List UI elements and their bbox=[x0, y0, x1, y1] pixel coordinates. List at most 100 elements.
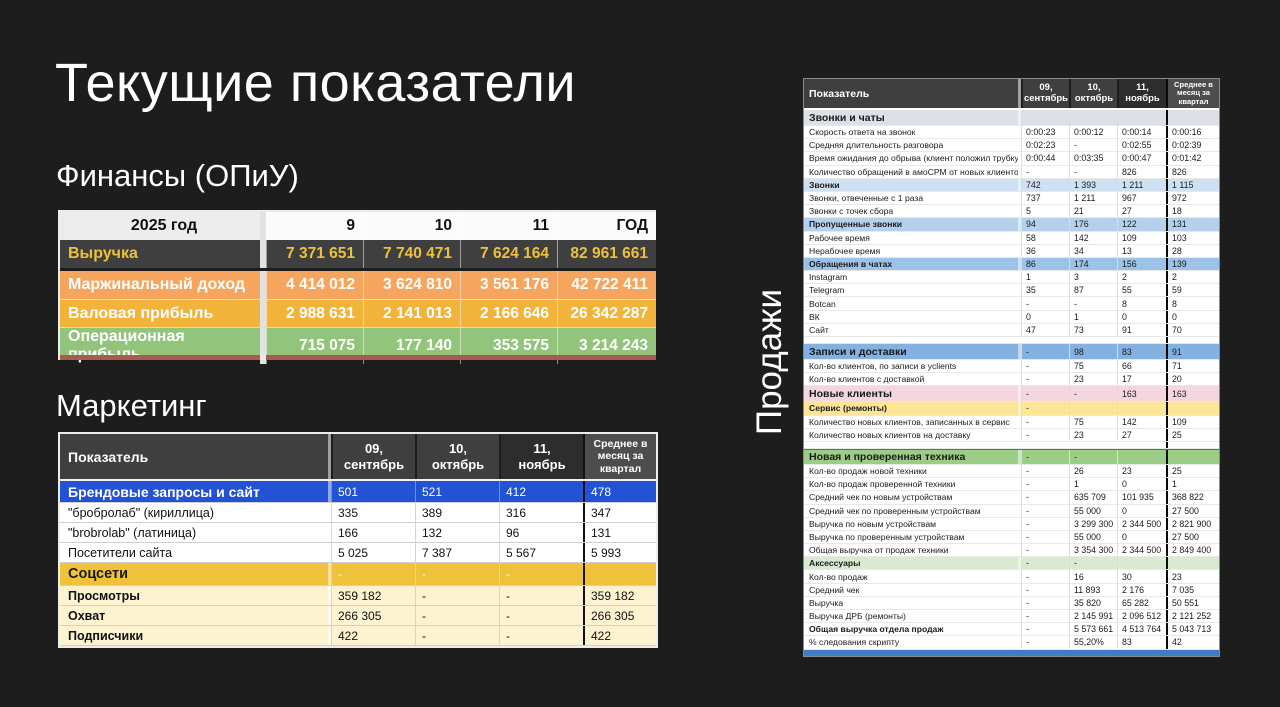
cell: 412 bbox=[499, 481, 583, 502]
row-label: Новые клиенты bbox=[809, 387, 892, 400]
cell: - bbox=[415, 563, 499, 585]
cell: 266 305 bbox=[331, 606, 415, 625]
row-label: Подписчики bbox=[68, 628, 144, 643]
cell: 359 182 bbox=[583, 586, 656, 605]
row-label: Выручка по новым устройствам bbox=[809, 518, 937, 529]
row-label: Средний чек по новым устройствам bbox=[809, 492, 953, 503]
cell: - bbox=[1021, 297, 1069, 310]
cell: 109 bbox=[1117, 231, 1166, 244]
column-gap bbox=[1018, 218, 1021, 231]
table-row: Общая выручка от продаж техники -3 354 30… bbox=[804, 544, 1219, 558]
row-label: Кол-во продаж проверенной техники bbox=[809, 479, 956, 490]
cell: 5 025 bbox=[331, 543, 415, 562]
column-gap bbox=[1018, 231, 1021, 244]
row-label: Пропущенные звонки bbox=[809, 219, 903, 230]
column-gap bbox=[1018, 337, 1021, 343]
column-gap bbox=[328, 523, 331, 542]
cell: 1 bbox=[1069, 478, 1117, 491]
column-gap bbox=[1018, 504, 1021, 517]
column-gap bbox=[1018, 178, 1021, 191]
column-gap bbox=[260, 271, 266, 299]
row-label: Брендовые запросы и сайт bbox=[68, 483, 260, 500]
cell: 103 bbox=[1166, 231, 1219, 244]
cell: 0 bbox=[1117, 310, 1166, 323]
column-gap bbox=[1018, 570, 1021, 583]
cell: - bbox=[331, 563, 415, 585]
cell: 0:02:55 bbox=[1117, 139, 1166, 152]
cell: - bbox=[1069, 557, 1117, 570]
row-label: Просмотры bbox=[68, 588, 140, 603]
cell: 75 bbox=[1069, 360, 1117, 373]
header-row: Показатель 09, сентябрь 10, октябрь 11, ноя… bbox=[60, 434, 656, 481]
cell: 27 500 bbox=[1166, 504, 1219, 517]
table-row: Выручка 7 371 651 7 740 471 7 624 164 82 961… bbox=[60, 240, 656, 268]
column-gap bbox=[1018, 191, 1021, 205]
cell: - bbox=[1021, 610, 1069, 623]
row-label: ВК bbox=[809, 311, 820, 322]
cell: 83 bbox=[1117, 344, 1166, 359]
table-row: Кол-во клиентов с доставкой -23 17 20 bbox=[804, 373, 1219, 387]
cell: 2 166 646 bbox=[460, 300, 557, 327]
table-row: Валовая прибыль 2 988 631 2 141 013 2 166 6… bbox=[60, 299, 656, 327]
column-gap bbox=[1018, 310, 1021, 323]
cell: - bbox=[1021, 449, 1069, 464]
cell bbox=[1117, 557, 1166, 570]
table-row: Выручка по проверенным устройствам -55 00… bbox=[804, 530, 1219, 545]
cell: 55,20% bbox=[1069, 636, 1117, 649]
table-row: Количество новых клиентов на доставку -23… bbox=[804, 428, 1219, 442]
cell: 17 bbox=[1117, 373, 1166, 386]
cell: 2 bbox=[1166, 271, 1219, 284]
cell: - bbox=[1021, 386, 1069, 402]
table-row bbox=[804, 441, 1219, 449]
column-gap bbox=[1018, 636, 1021, 649]
finance-year-header: 2025 год bbox=[60, 212, 260, 240]
column-gap bbox=[260, 212, 266, 240]
row-label: Средний чек bbox=[809, 584, 860, 595]
row-label: Выручка по проверенным устройствам bbox=[809, 531, 965, 542]
cell: 55 bbox=[1117, 284, 1166, 297]
table-row: Выручка ДРБ (ремонты) -2 145 991 2 096 512… bbox=[804, 610, 1219, 624]
column-gap bbox=[260, 300, 266, 327]
cell: 316 bbox=[499, 503, 583, 522]
cell: 5 bbox=[1021, 205, 1069, 218]
column-header: 09, сентябрь bbox=[1021, 79, 1069, 108]
cell: 8 bbox=[1117, 297, 1166, 310]
column-gap bbox=[1018, 517, 1021, 530]
cell: 101 935 bbox=[1117, 491, 1166, 504]
cell: 55 000 bbox=[1069, 504, 1117, 517]
row-label: Охват bbox=[68, 608, 106, 623]
cell: - bbox=[499, 586, 583, 605]
cell: 1 211 bbox=[1117, 178, 1166, 191]
cell: 3 299 300 bbox=[1069, 517, 1117, 530]
row-label: Звонки bbox=[809, 179, 840, 190]
cell: 3 624 810 bbox=[363, 271, 460, 299]
column-gap bbox=[1018, 583, 1021, 596]
cell: 0:00:23 bbox=[1021, 126, 1069, 139]
cell: 501 bbox=[331, 481, 415, 502]
table-row: Кол-во продаж -16 30 23 bbox=[804, 570, 1219, 584]
cell: 0 bbox=[1166, 310, 1219, 323]
row-label: Количество новых клиентов, записанных в … bbox=[809, 416, 1010, 427]
cell: - bbox=[1021, 464, 1069, 478]
table-row: Маржинальный доход 4 414 012 3 624 810 3 56… bbox=[60, 271, 656, 299]
table-row: Средний чек -11 893 2 176 7 035 bbox=[804, 583, 1219, 597]
cell: 2 096 512 bbox=[1117, 610, 1166, 623]
table-row: Новая и проверенная техника - - bbox=[804, 448, 1219, 465]
cell: 94 bbox=[1021, 218, 1069, 231]
row-label: Кол-во клиентов с доставкой bbox=[809, 374, 925, 385]
cell: 3 bbox=[1069, 271, 1117, 284]
cell: - bbox=[1021, 544, 1069, 557]
table-row: Обращения в чатах 86 174 156 139 bbox=[804, 257, 1219, 272]
cell: 75 bbox=[1069, 415, 1117, 428]
column-gap bbox=[1018, 165, 1021, 178]
table-row: Звонки и чаты bbox=[804, 110, 1219, 126]
page-title: Текущие показатели bbox=[55, 53, 576, 113]
column-gap bbox=[260, 328, 266, 364]
cell: 1 211 bbox=[1069, 191, 1117, 205]
column-gap bbox=[1018, 530, 1021, 544]
row-label: Botcan bbox=[809, 298, 836, 309]
column-gap bbox=[1018, 449, 1021, 464]
cell: 166 bbox=[331, 523, 415, 542]
cell: 521 bbox=[415, 481, 499, 502]
